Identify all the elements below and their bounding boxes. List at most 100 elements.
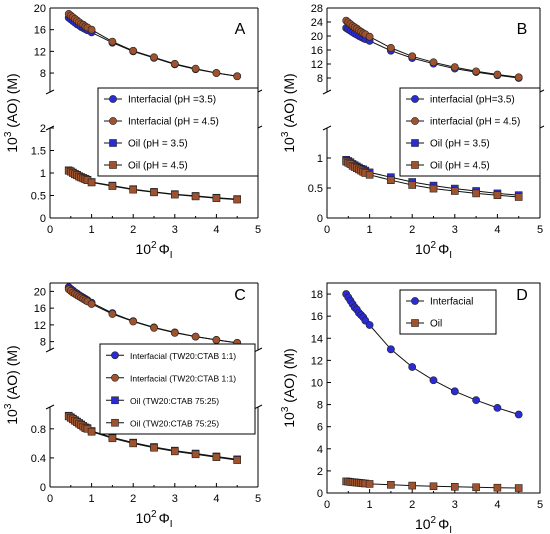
legend-label: Interfacial (TW20:CTAB 1:1) — [130, 373, 236, 383]
data-point — [387, 176, 395, 184]
legend-marker — [411, 139, 419, 147]
y-tick-label: 1.5 — [31, 146, 46, 158]
x-axis-title-sub: I — [449, 250, 452, 261]
data-point — [171, 447, 179, 456]
data-point — [170, 328, 179, 337]
panel-letter: A — [235, 21, 246, 38]
legend-label: Oil (pH = 4.5) — [430, 161, 490, 172]
series-line — [68, 17, 238, 77]
y-tick-label: 2 — [40, 123, 46, 135]
y-tick-label: 0 — [317, 213, 323, 225]
y-tick-label: 16 — [34, 25, 46, 37]
x-tick-label: 3 — [452, 499, 458, 511]
y-axis-title-rest: (AO) (M) — [281, 348, 297, 406]
data-point — [233, 195, 241, 204]
legend-label: interfacial (pH = 4.5) — [430, 117, 520, 128]
y-tick-label: 12 — [34, 46, 46, 58]
legend-marker — [111, 373, 119, 382]
data-point — [365, 32, 374, 41]
x-axis-title-prefix: 10 — [135, 241, 151, 257]
data-point — [408, 52, 417, 61]
data-point — [212, 69, 221, 77]
y-tick-label: 1 — [40, 168, 46, 180]
x-axis-title-sup: 2 — [151, 509, 157, 520]
x-tick-label: 5 — [255, 224, 261, 236]
y-tick-label: 8 — [40, 337, 46, 349]
legend-marker — [111, 396, 119, 405]
legend-label: Interfacial (pH =3.5) — [128, 95, 216, 106]
series-line — [68, 288, 238, 344]
y-tick-label: 18 — [311, 289, 323, 301]
y-tick-label: 16 — [311, 45, 323, 57]
data-point — [212, 453, 221, 461]
y-tick-label: 12 — [311, 59, 323, 71]
y-axis-title-prefix: 10 — [4, 409, 20, 425]
data-point — [87, 300, 96, 308]
y-axis-title-prefix: 10 — [281, 137, 297, 153]
y-tick-label: 2 — [317, 466, 323, 478]
x-axis-title-symbol: Φ — [438, 516, 449, 532]
panel-letter: C — [234, 287, 246, 304]
data-point — [129, 185, 137, 194]
y-tick-label: 0.4 — [31, 453, 46, 465]
legend: interfacial (pH=3.5) interfacial (pH = 4.… — [399, 87, 541, 177]
data-point — [191, 332, 200, 341]
data-point — [472, 189, 480, 198]
legend-marker — [111, 418, 119, 427]
data-point — [129, 439, 137, 448]
y-tick-label: 8 — [317, 400, 323, 412]
axis-break-mark — [45, 347, 55, 353]
data-point — [493, 483, 502, 492]
y-axis-title-rest: (AO) (M) — [4, 345, 20, 403]
y-tick-label: 20 — [311, 31, 323, 43]
x-tick-label: 1 — [89, 224, 95, 236]
y-tick-label: 4 — [317, 444, 323, 456]
data-point — [429, 184, 438, 193]
data-point — [408, 481, 417, 490]
y-tick-label: 0.5 — [308, 183, 323, 195]
data-point — [87, 178, 96, 187]
data-point — [514, 484, 523, 492]
y-tick-label: 0.8 — [31, 424, 46, 436]
x-tick-label: 3 — [172, 493, 178, 505]
y-tick-label: 0 — [40, 482, 46, 494]
x-axis-title-symbol: Φ — [159, 241, 170, 257]
legend: Interfacial (TW20:CTAB 1:1) Interfacial (… — [99, 343, 256, 435]
data-point — [150, 323, 158, 332]
x-axis-title-sub: I — [449, 525, 452, 534]
x-axis-title-sup: 2 — [431, 240, 437, 251]
x-tick-label: 5 — [537, 224, 543, 236]
legend-marker — [411, 95, 419, 103]
y-tick-label: 0.5 — [31, 191, 46, 203]
x-tick-label: 3 — [452, 224, 458, 236]
x-tick-label: 2 — [130, 493, 136, 505]
y-tick-label: 14 — [311, 333, 323, 345]
y-axis-title-sup: 3 — [280, 406, 291, 412]
legend-label: Interfacial — [430, 297, 473, 308]
y-axis-title-prefix: 10 — [281, 412, 297, 428]
data-point — [108, 182, 117, 190]
y-axis-title: 103 (AO) (M) — [280, 348, 297, 427]
legend: Interfacial (pH =3.5) Interfacial (pH = 4… — [97, 87, 259, 177]
legend-marker — [109, 117, 117, 125]
data-point — [212, 336, 221, 344]
data-point — [108, 434, 117, 443]
data-point — [191, 192, 200, 201]
x-tick-label: 3 — [172, 224, 178, 236]
x-tick-label: 1 — [367, 499, 373, 511]
legend-marker — [109, 139, 117, 147]
legend-marker — [411, 161, 419, 169]
data-point — [365, 480, 374, 488]
panel-letter: D — [516, 287, 528, 304]
x-axis-title-symbol: Φ — [159, 510, 170, 526]
y-tick-label: 8 — [317, 73, 323, 85]
x-tick-label: 4 — [213, 224, 219, 236]
y-axis-title: 103 (AO) (M) — [280, 73, 297, 152]
data-point — [514, 410, 523, 419]
legend-box — [399, 87, 541, 177]
data-point — [171, 190, 179, 199]
y-tick-label: 12 — [311, 355, 323, 367]
x-axis-title-prefix: 10 — [415, 241, 431, 257]
y-tick-label: 0 — [317, 488, 323, 500]
